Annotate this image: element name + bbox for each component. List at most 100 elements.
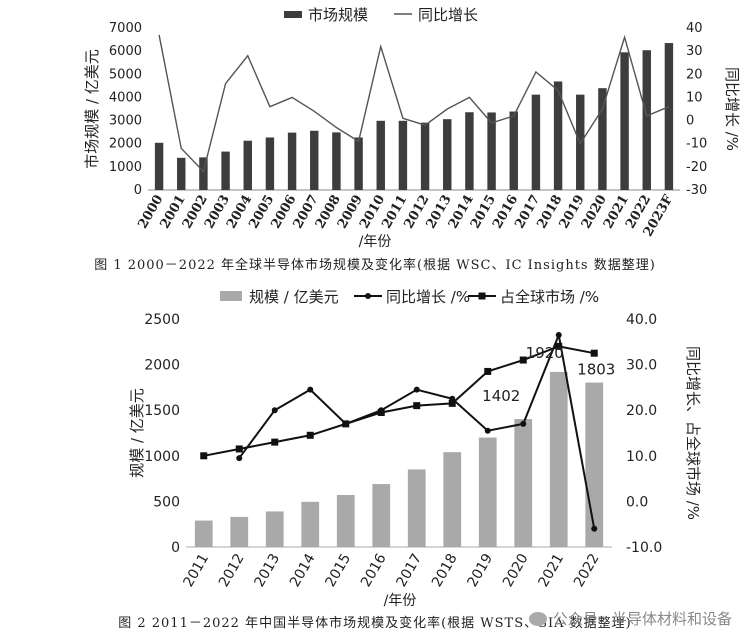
chart2-bar bbox=[443, 452, 462, 547]
chart1-bar bbox=[243, 140, 252, 190]
chart2-legend-growth-label: 同比增长 /% bbox=[386, 288, 470, 306]
chart1-bar bbox=[265, 137, 275, 190]
chart2-bar bbox=[372, 484, 391, 547]
chart1-ylabel-right: 同比增长 /% bbox=[723, 67, 741, 151]
chart2-growth-point bbox=[520, 420, 527, 427]
chart1-bar bbox=[531, 94, 541, 190]
chart1-legend-bar-swatch bbox=[284, 11, 302, 18]
chart1-bar bbox=[221, 151, 230, 190]
chart2-xtick: 2020 bbox=[500, 551, 532, 590]
chart2-share-point bbox=[555, 342, 563, 350]
chart2-bar bbox=[407, 469, 426, 547]
chart1-legend-bar-label: 市场规模 bbox=[308, 6, 368, 24]
chart2-legend-growth-marker bbox=[365, 293, 371, 299]
chart1-ytick-right: 40 bbox=[686, 21, 703, 36]
chart2-growth-point bbox=[307, 386, 314, 393]
chart2-share-point bbox=[377, 408, 385, 416]
chart1-ytick-right: 30 bbox=[686, 44, 703, 59]
chart2-xtick: 2014 bbox=[287, 551, 319, 590]
chart1-bar bbox=[664, 43, 674, 190]
chart2-xtick: 2017 bbox=[394, 551, 426, 590]
chart2-xlabel: /年份 bbox=[384, 593, 417, 609]
chart1-ytick-right: -10 bbox=[686, 137, 707, 152]
chart2-ytick-right: 10.0 bbox=[626, 449, 657, 465]
chart1-ytick-left: 0 bbox=[134, 183, 142, 198]
chart-china-market: 0 500 1000 1500 2000 2500 -10.0 0.0 10.0 20.0 30.0… bbox=[128, 288, 702, 609]
chart1-bar bbox=[354, 137, 363, 190]
chart2-growth-point bbox=[484, 427, 491, 434]
chart1-bar bbox=[199, 157, 208, 190]
chart2-growth-point bbox=[591, 525, 598, 532]
chart2-share-point bbox=[342, 420, 350, 428]
chart2-bar bbox=[336, 495, 355, 547]
chart1-ytick-left: 4000 bbox=[109, 90, 142, 105]
chart2-share-point bbox=[448, 399, 456, 407]
chart1-bar bbox=[398, 120, 408, 190]
chart2-growth-point bbox=[236, 455, 243, 462]
chart1-legend-line-label: 同比增长 bbox=[418, 6, 478, 24]
chart2-bar bbox=[549, 371, 568, 547]
chart1-bar bbox=[487, 112, 496, 190]
chart1-ytick-right: -20 bbox=[686, 160, 707, 175]
chart2-xtick: 2011 bbox=[181, 551, 213, 590]
chart2-ytick-right: 40.0 bbox=[626, 312, 657, 328]
chart2-ytick-left: 1500 bbox=[144, 403, 180, 419]
chart2-ylabel-left: 规模 / 亿美元 bbox=[128, 388, 146, 478]
chart2-share-line bbox=[203, 345, 595, 457]
chart2-annotation: 1803 bbox=[577, 361, 615, 379]
chart2-xtick: 2013 bbox=[252, 551, 284, 590]
chart1-bar bbox=[443, 119, 452, 190]
chart2-legend-share-marker bbox=[478, 292, 486, 300]
chart1-bar bbox=[420, 122, 430, 190]
chart2-share-point bbox=[413, 402, 421, 410]
chart1-ytick-right: 0 bbox=[686, 114, 694, 129]
chart2-bar bbox=[478, 437, 497, 547]
chart1-growth-line bbox=[158, 34, 670, 173]
chart2-ytick-left: 500 bbox=[153, 494, 180, 510]
chart1-bar bbox=[310, 130, 319, 190]
chart2-legend-bar-swatch bbox=[220, 291, 242, 301]
chart1-bar bbox=[553, 81, 563, 190]
chart2-bar bbox=[301, 501, 320, 547]
chart2-share-point bbox=[590, 349, 598, 357]
chart2-bar bbox=[230, 516, 249, 547]
chart2-growth-point bbox=[271, 407, 278, 414]
wechat-icon bbox=[528, 611, 547, 626]
chart1-bar bbox=[509, 111, 518, 190]
chart2-bar bbox=[194, 520, 213, 547]
chart2-annotation: 1402 bbox=[482, 387, 520, 405]
chart1-bar bbox=[287, 132, 297, 190]
chart1-ytick-left: 7000 bbox=[109, 21, 142, 36]
chart2-share-point bbox=[519, 356, 527, 364]
chart2-growth-point bbox=[413, 386, 420, 393]
chart1-bar bbox=[465, 112, 474, 190]
chart2-bar bbox=[585, 382, 604, 547]
chart2-ytick-right: 0.0 bbox=[626, 494, 648, 510]
chart1-ytick-left: 1000 bbox=[109, 160, 142, 175]
chart1-ylabel-left: 市场规模 / 亿美元 bbox=[83, 49, 101, 169]
chart2-bar bbox=[514, 419, 533, 547]
chart2-ytick-left: 1000 bbox=[144, 449, 180, 465]
chart2-ytick-left: 2500 bbox=[144, 312, 180, 328]
chart2-ytick-right: 20.0 bbox=[626, 403, 657, 419]
watermark: 公众号 · 半导体材料和设备 bbox=[528, 608, 732, 629]
chart2-xtick: 2016 bbox=[358, 551, 390, 590]
chart2-share-point bbox=[200, 452, 208, 460]
chart2-caption: 图 2 2011－2022 年中国半导体市场规模及变化率(根据 WSTS、SIA… bbox=[118, 616, 632, 631]
chart2-ylabel-right: 同比增长、占全球市场 /% bbox=[684, 346, 702, 520]
chart-global-market: 0 1000 2000 3000 4000 5000 6000 7000 -30 -20 -10 0 1… bbox=[83, 6, 741, 250]
chart2-ytick-left: 0 bbox=[171, 540, 180, 556]
chart1-ytick-right: 10 bbox=[686, 90, 703, 105]
chart2-bar bbox=[265, 511, 284, 547]
chart2-legend-share-label: 占全球市场 /% bbox=[500, 288, 599, 306]
chart1-bar bbox=[177, 157, 186, 190]
chart1-bar bbox=[376, 120, 385, 190]
chart1-bar bbox=[642, 50, 651, 190]
watermark-text: 公众号 · 半导体材料和设备 bbox=[552, 610, 732, 628]
chart1-ytick-left: 5000 bbox=[109, 67, 142, 82]
chart1-ytick-right: 20 bbox=[686, 67, 703, 82]
chart1-ytick-right: -30 bbox=[686, 183, 707, 198]
chart1-xlabel: /年份 bbox=[359, 234, 392, 250]
chart2-xtick: 2021 bbox=[536, 551, 568, 590]
chart2-ytick-left: 2000 bbox=[144, 358, 180, 374]
